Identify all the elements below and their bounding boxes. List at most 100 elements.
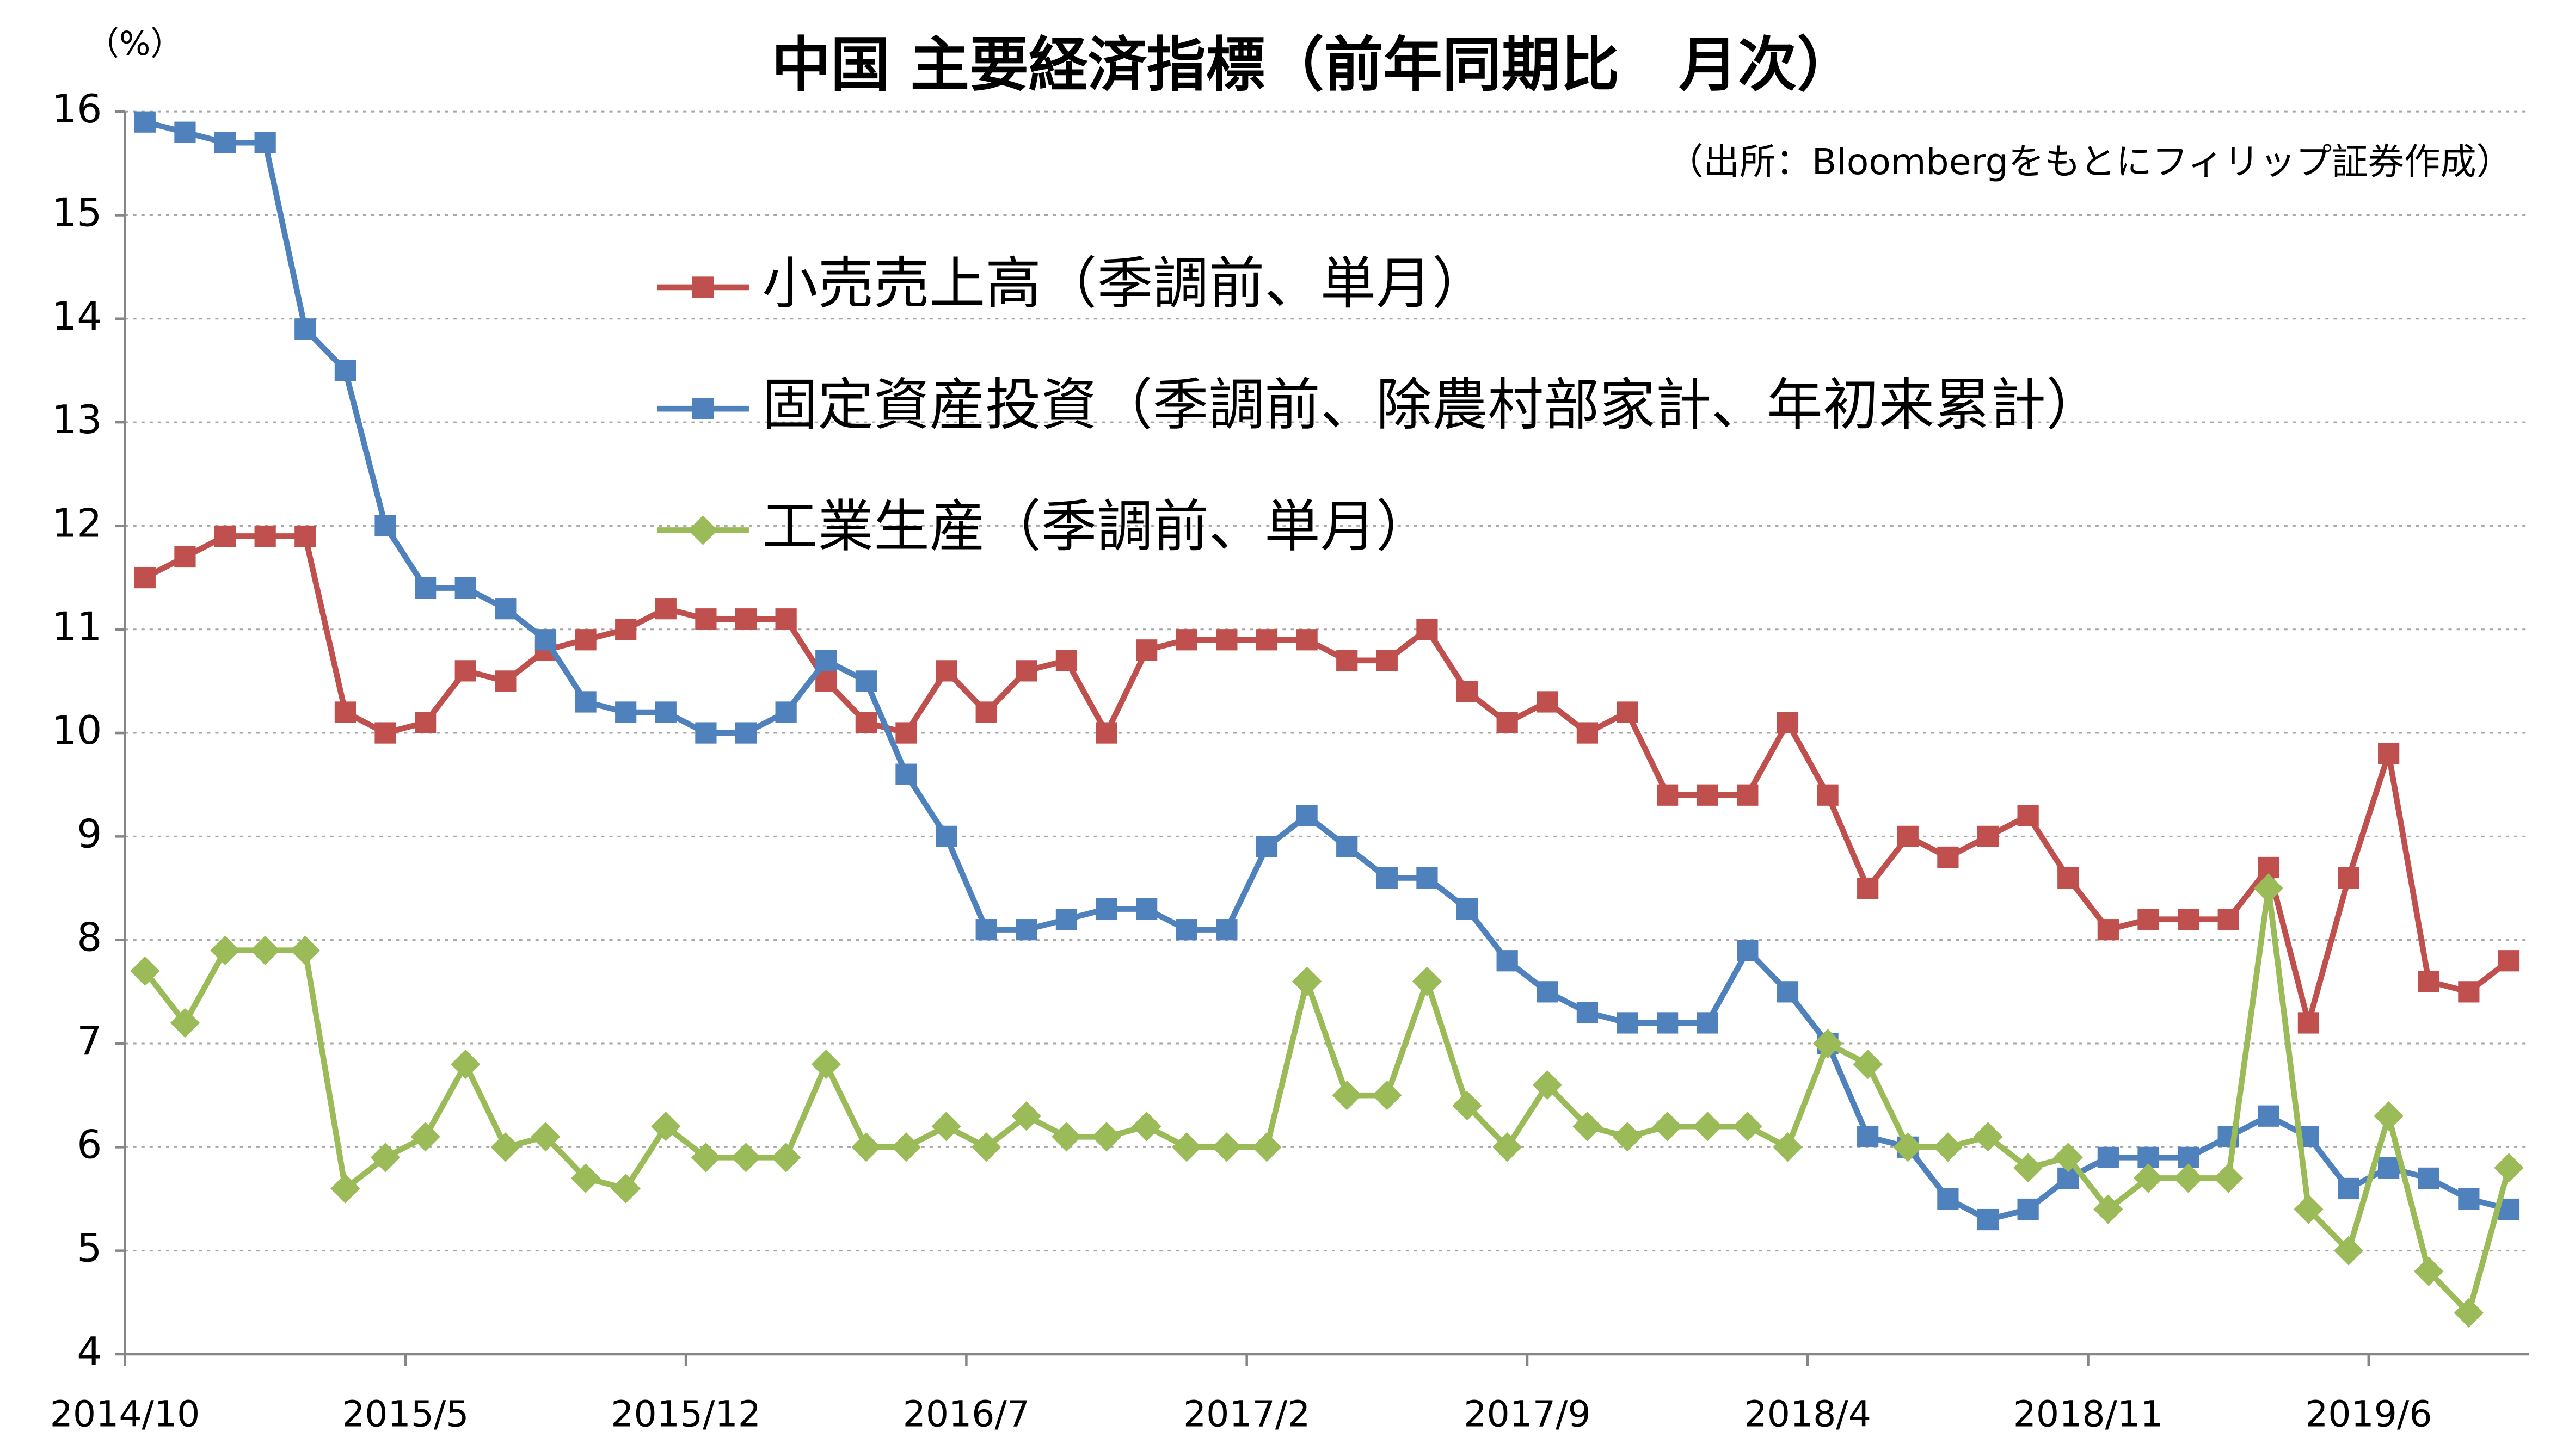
data-point xyxy=(1176,629,1197,651)
legend-label: 小売売上高（季調前、単月） xyxy=(762,251,1488,316)
x-tick-label: 2018/11 xyxy=(2013,1393,2164,1435)
data-point xyxy=(1697,784,1718,806)
data-point xyxy=(374,515,396,537)
data-point xyxy=(655,598,677,620)
y-tick-label: 6 xyxy=(77,1122,102,1168)
data-point xyxy=(2177,909,2199,930)
data-point xyxy=(1773,1132,1803,1162)
data-point xyxy=(1893,1132,1923,1162)
data-point xyxy=(2133,1163,2164,1193)
data-point xyxy=(855,712,877,733)
data-point xyxy=(2017,1198,2039,1220)
data-point xyxy=(975,919,997,941)
data-point xyxy=(1937,1188,1959,1210)
data-point xyxy=(1693,1112,1723,1142)
data-point xyxy=(1492,1132,1522,1162)
data-point xyxy=(1572,1112,1602,1142)
data-point xyxy=(651,1112,681,1142)
data-point xyxy=(2454,1298,2484,1328)
data-point xyxy=(2057,867,2079,889)
data-point xyxy=(1617,701,1638,723)
data-point xyxy=(1091,1122,1122,1152)
legend-marker xyxy=(692,398,714,419)
y-tick-label: 9 xyxy=(77,811,102,857)
data-point xyxy=(534,629,557,651)
data-point xyxy=(2418,971,2439,992)
data-point xyxy=(495,598,517,620)
y-tick-label: 11 xyxy=(52,604,102,650)
data-point xyxy=(174,121,196,143)
data-point xyxy=(1697,1012,1718,1034)
y-tick-label: 4 xyxy=(77,1329,102,1375)
data-point xyxy=(2217,909,2239,930)
data-point xyxy=(1537,691,1558,713)
data-point xyxy=(1376,867,1398,889)
data-point xyxy=(1055,650,1078,671)
data-point xyxy=(1452,1091,1482,1121)
data-point xyxy=(1256,629,1278,651)
data-point xyxy=(1216,629,1238,651)
data-point xyxy=(1011,1101,1041,1131)
data-point xyxy=(1176,919,1197,941)
data-point xyxy=(254,132,276,153)
y-tick-label: 16 xyxy=(52,87,102,132)
data-point xyxy=(935,825,957,847)
data-point xyxy=(775,608,797,630)
data-point xyxy=(2378,743,2400,764)
x-tick-label: 2015/5 xyxy=(342,1393,469,1435)
data-point xyxy=(1296,629,1318,651)
data-point xyxy=(615,701,637,723)
y-tick-label: 12 xyxy=(52,501,102,546)
data-point xyxy=(214,525,236,547)
data-point xyxy=(1336,650,1358,671)
data-point xyxy=(2053,1143,2083,1173)
data-point xyxy=(1657,784,1679,806)
data-point xyxy=(1416,619,1438,640)
y-tick-label: 7 xyxy=(77,1019,102,1064)
data-point xyxy=(575,629,597,651)
data-point xyxy=(2214,1163,2244,1193)
data-point xyxy=(2338,867,2359,889)
data-point xyxy=(2017,805,2039,826)
data-point xyxy=(1016,660,1037,682)
data-point xyxy=(1897,825,1919,847)
data-point xyxy=(655,701,677,723)
data-point xyxy=(2013,1153,2043,1183)
data-point xyxy=(294,318,316,340)
data-point xyxy=(1132,1112,1161,1142)
data-point xyxy=(2093,1194,2123,1224)
data-point xyxy=(1292,966,1322,996)
data-point xyxy=(1617,1012,1638,1034)
data-point xyxy=(2294,1194,2324,1224)
data-point xyxy=(1857,877,1879,899)
x-tick-label: 2014/10 xyxy=(50,1393,200,1435)
data-point xyxy=(1252,1132,1282,1162)
data-point xyxy=(1812,1028,1843,1059)
data-point xyxy=(935,660,957,682)
data-point xyxy=(1777,981,1799,1003)
data-point xyxy=(2097,919,2119,941)
data-point xyxy=(170,1008,200,1038)
data-point xyxy=(1576,722,1598,744)
data-point xyxy=(214,132,236,153)
series-line xyxy=(143,885,2512,1316)
x-tick-label: 2016/7 xyxy=(903,1393,1030,1435)
data-point xyxy=(851,1132,881,1162)
chart-subtitle: （出所：Bloombergをもとにフィリップ証券作成） xyxy=(1667,140,2512,183)
data-point xyxy=(895,763,917,785)
data-point xyxy=(531,1122,561,1152)
data-point xyxy=(2374,1101,2404,1131)
data-point xyxy=(2458,981,2480,1003)
data-point xyxy=(1496,950,1518,972)
y-tick-label: 10 xyxy=(52,708,102,754)
data-point xyxy=(2494,1153,2524,1183)
data-point xyxy=(2258,1105,2279,1127)
data-point xyxy=(454,660,476,682)
data-point xyxy=(2498,950,2520,972)
data-point xyxy=(1456,681,1478,702)
data-point xyxy=(2253,873,2283,903)
data-point xyxy=(1096,898,1117,920)
data-point xyxy=(1817,784,1839,806)
data-point xyxy=(415,577,437,599)
